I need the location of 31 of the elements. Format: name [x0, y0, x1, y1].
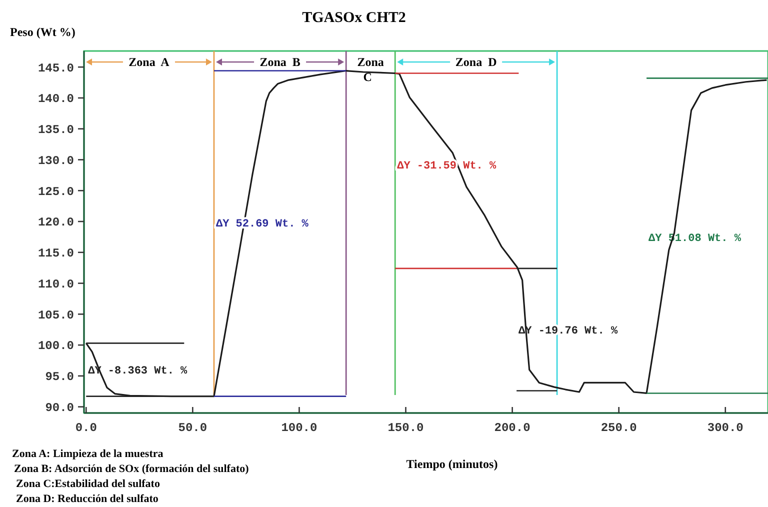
y-tick-label: 125.0 — [38, 184, 74, 199]
x-tick-label: 200.0 — [494, 421, 530, 435]
y-tick-label: 135.0 — [38, 123, 74, 138]
chart-title: TGASOx CHT2 — [302, 10, 406, 26]
y-tick-label: 130.0 — [38, 154, 74, 168]
text: Zona C:Estabilidad del sulfato — [16, 478, 160, 490]
text: Zona D: Reducción del sulfato — [16, 493, 159, 505]
annotation: Zona B — [260, 55, 300, 69]
annotation: Zona D — [455, 55, 498, 69]
y-tick-label: 145.0 — [38, 61, 74, 76]
annotation: Zona A — [128, 55, 170, 69]
y-tick-label: 115.0 — [38, 246, 74, 261]
y-tick-label: 140.0 — [38, 92, 74, 106]
text: Zona A: Limpieza de la muestra — [12, 448, 164, 460]
y-tick-label: 110.0 — [38, 277, 74, 292]
x-tick-label: 250.0 — [600, 421, 637, 435]
x-tick-label: 150.0 — [388, 421, 424, 435]
annotation: Zona C — [357, 55, 384, 84]
x-tick-label: 100.0 — [281, 421, 318, 435]
y-tick-label: 120.0 — [38, 216, 74, 230]
x-tick-label: 50.0 — [178, 421, 208, 435]
y-axis-title: Peso (Wt %) — [10, 25, 76, 39]
x-axis-title: Tiempo (minutos) — [406, 457, 498, 471]
x-tick-label: 300.0 — [707, 421, 744, 435]
x-tick-label: 0.0 — [75, 421, 97, 435]
y-tick-label: 100.0 — [38, 339, 74, 354]
y-tick-label: 90.0 — [45, 401, 74, 416]
y-tick-label: 105.0 — [38, 308, 74, 322]
text: Zona B: Adsorción de SOx (formación del sulfato) — [14, 463, 250, 475]
y-tick-label: 95.0 — [45, 370, 74, 384]
annotation: ΔY -31.59 Wt. % — [397, 160, 497, 173]
